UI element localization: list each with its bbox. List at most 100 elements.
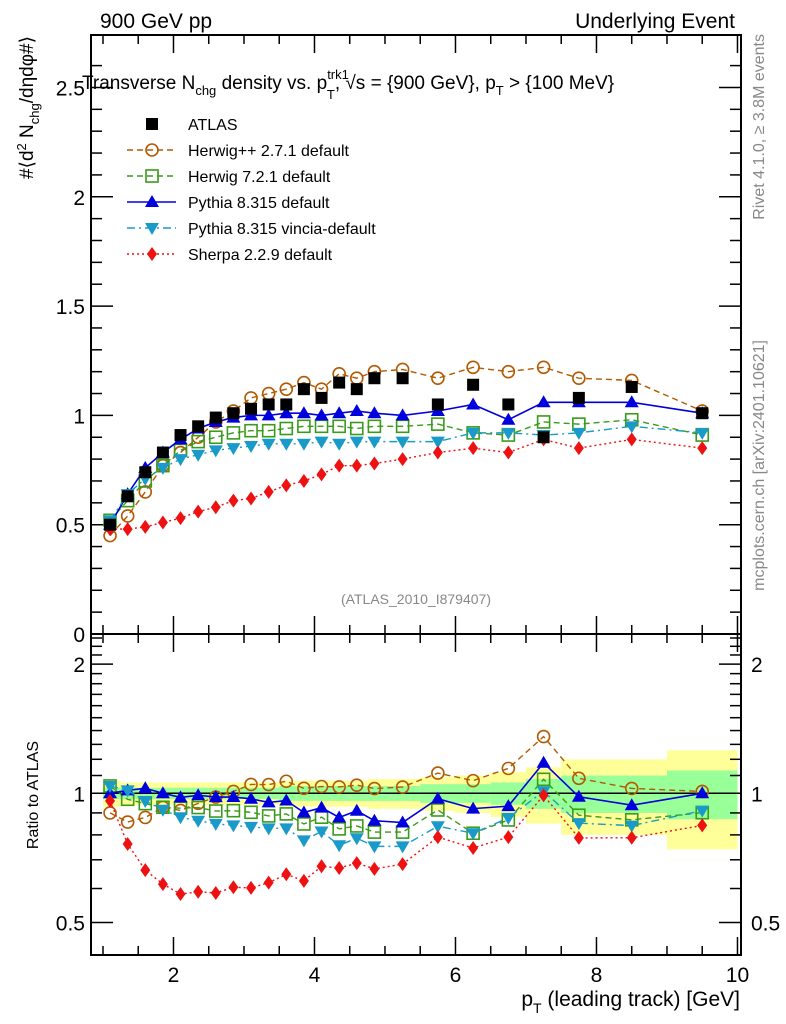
series-line-herwig-7-2-1-default (109, 419, 703, 521)
ratio-line-sherpa-2-2-9-default (109, 794, 703, 895)
x-axis-label: pT (leading track) [GeV] (521, 988, 740, 1016)
data-point-pythia-8-315-vincia-default (314, 436, 329, 449)
ratio-point-pythia-8-315-vincia-default (244, 821, 259, 834)
ratio-point-sherpa-2-2-9-default (193, 884, 204, 899)
data-point-pythia-8-315-vincia-default (155, 462, 170, 475)
data-point-pythia-8-315-default (332, 406, 347, 419)
ratio-y-tick-label-right: 1 (751, 783, 763, 806)
data-point-pythia-8-315-vincia-default (244, 440, 259, 453)
data-point-sherpa-2-2-9-default (281, 478, 292, 493)
data-point-atlas (174, 429, 187, 442)
ratio-y-axis-label: Ratio to ATLAS (25, 741, 42, 849)
ratio-point-pythia-8-315-default (138, 781, 153, 794)
data-point-sherpa-2-2-9-default (210, 500, 221, 515)
ratio-point-herwig-7-2-1-default (367, 825, 382, 839)
data-point-herwig-2-7-1-default (536, 360, 551, 375)
data-point-pythia-8-315-default (501, 412, 516, 425)
data-point-herwig-2-7-1-default (501, 364, 516, 379)
ratio-point-pythia-8-315-default (244, 791, 259, 804)
data-point-atlas (350, 383, 363, 396)
data-point-herwig-2-7-1-default (120, 509, 135, 523)
data-point-pythia-8-315-default (279, 406, 294, 419)
data-point-atlas (209, 411, 222, 424)
data-point-atlas (572, 391, 585, 404)
ratio-point-herwig-2-7-1-default (297, 781, 311, 796)
ratio-point-sherpa-2-2-9-default (210, 885, 221, 900)
ratio-point-herwig-2-7-1-default (332, 780, 346, 794)
ratio-point-herwig-7-2-1-default (431, 803, 445, 817)
ratio-point-herwig-2-7-1-default (261, 777, 276, 792)
data-point-atlas (467, 378, 480, 391)
ratio-point-herwig-2-7-1-default (536, 729, 551, 744)
data-point-pythia-8-315-vincia-default (208, 445, 223, 458)
ratio-point-herwig-2-7-1-default (244, 777, 258, 792)
data-point-pythia-8-315-vincia-default (332, 438, 347, 451)
ratio-frame (90, 633, 742, 956)
data-point-atlas (104, 518, 117, 531)
ratio-point-pythia-8-315-vincia-default (332, 840, 347, 853)
ratio-point-herwig-7-2-1-default (191, 800, 205, 815)
ratio-point-pythia-8-315-vincia-default (501, 812, 516, 825)
data-point-atlas (280, 398, 293, 411)
ratio-point-pythia-8-315-vincia-default (430, 821, 445, 834)
mcplots-label: mcplots.cern.ch [arXiv:2401.10621] (751, 340, 768, 591)
ratio-point-pythia-8-315-default (430, 791, 445, 804)
ratio-point-herwig-2-7-1-default (395, 780, 410, 794)
ratio-point-pythia-8-315-vincia-default (367, 841, 382, 854)
ratio-point-sherpa-2-2-9-default (432, 830, 443, 845)
ratio-point-herwig-7-2-1-default (332, 822, 346, 836)
ratio-point-pythia-8-315-default (314, 800, 329, 813)
data-point-herwig-2-7-1-default (138, 485, 153, 499)
data-point-sherpa-2-2-9-default (397, 452, 408, 467)
data-point-sherpa-2-2-9-default (432, 445, 443, 460)
data-point-pythia-8-315-default (314, 408, 329, 421)
series-line-sherpa-2-2-9-default (110, 438, 703, 530)
legend-label-pythia-8-315-default: Pythia 8.315 default (188, 195, 330, 212)
data-point-sherpa-2-2-9-default (573, 441, 584, 456)
data-point-herwig-7-2-1-default (261, 423, 276, 438)
ratio-point-pythia-8-315-vincia-default (173, 812, 188, 825)
data-point-atlas (156, 446, 169, 459)
data-point-pythia-8-315-vincia-default (501, 427, 516, 440)
analysis-watermark: (ATLAS_2010_I879407) (341, 591, 491, 607)
data-point-herwig-2-7-1-default (244, 391, 258, 405)
data-point-sherpa-2-2-9-default (351, 458, 362, 473)
main-y-axis-label: #⟨d2 Nchg/dηdφ#⟩ (14, 36, 42, 179)
data-point-atlas (502, 398, 515, 411)
legend-marker-herwig-7-2-1-default (145, 169, 159, 183)
data-point-atlas (192, 420, 205, 433)
data-point-sherpa-2-2-9-default (316, 467, 327, 482)
data-point-herwig-2-7-1-default (431, 371, 445, 386)
ratio-point-sherpa-2-2-9-default (369, 861, 380, 876)
data-point-pythia-8-315-vincia-default (173, 454, 188, 467)
data-point-herwig-7-2-1-default (367, 419, 382, 434)
ratio-point-pythia-8-315-vincia-default (624, 820, 639, 833)
ratio-point-pythia-8-315-vincia-default (103, 780, 118, 793)
data-point-atlas (625, 380, 638, 393)
data-point-herwig-7-2-1-default (297, 419, 311, 434)
legend-label-pythia-8-315-vincia-default: Pythia 8.315 vincia-default (188, 221, 376, 238)
ratio-point-pythia-8-315-default (501, 799, 516, 812)
ratio-point-herwig-2-7-1-default (367, 781, 382, 796)
ratio-point-pythia-8-315-vincia-default (349, 833, 364, 846)
data-point-pythia-8-315-default (296, 406, 311, 419)
data-point-pythia-8-315-default (395, 408, 410, 421)
ratio-point-pythia-8-315-default (536, 755, 551, 768)
ratio-point-pythia-8-315-vincia-default (314, 826, 329, 839)
ratio-point-pythia-8-315-default (395, 815, 410, 828)
ratio-point-pythia-8-315-vincia-default (395, 841, 410, 854)
data-point-sherpa-2-2-9-default (503, 445, 514, 460)
ratio-point-sherpa-2-2-9-default (626, 830, 637, 845)
data-point-atlas (396, 372, 409, 385)
ratio-point-pythia-8-315-vincia-default (571, 818, 586, 831)
data-point-herwig-2-7-1-default (466, 360, 480, 375)
data-point-pythia-8-315-vincia-default (624, 421, 639, 434)
ratio-point-sherpa-2-2-9-default (140, 863, 151, 878)
data-point-sherpa-2-2-9-default (697, 441, 708, 456)
y-tick-label: 2 (73, 187, 85, 210)
data-point-pythia-8-315-default (624, 395, 639, 408)
data-point-sherpa-2-2-9-default (122, 522, 133, 537)
data-point-pythia-8-315-vincia-default (430, 436, 445, 449)
data-point-atlas (297, 383, 310, 396)
